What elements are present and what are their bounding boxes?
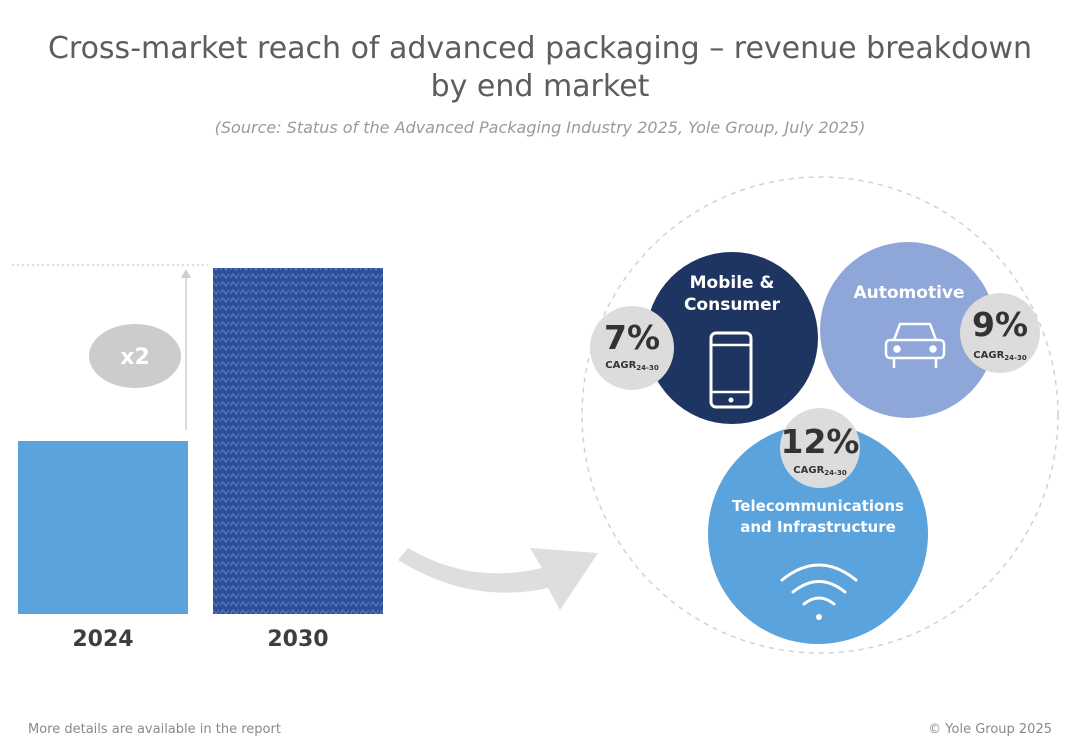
car-icon (884, 322, 946, 368)
cagr-badge-telecom (780, 408, 860, 488)
cagr-text-mobile: CAGR (605, 360, 636, 371)
chart-title-line2: by end market (430, 69, 650, 104)
bar-2030 (213, 268, 383, 614)
cagr-period-telecom: 24-30 (824, 469, 847, 477)
multiplier-label: x2 (120, 345, 150, 370)
transition-arrow (398, 548, 598, 610)
cagr-value-automotive: 9% (972, 305, 1028, 344)
cagr-text-automotive: CAGR (973, 350, 1004, 361)
market-boundary-circle (581, 176, 1059, 654)
bar-2024 (18, 441, 188, 614)
segment-automotive: Automotive 9% CAGR24-30 (820, 242, 1040, 418)
multiplier-badge (89, 324, 181, 388)
cagr-value-telecom: 12% (781, 422, 860, 461)
segment-circle-mobile (646, 252, 818, 424)
category-label-2024: 2024 (72, 627, 133, 652)
segment-mobile-consumer: Mobile & Consumer 7% CAGR24-30 (590, 252, 818, 424)
segment-name-telecom-line1: Telecommunications (732, 497, 904, 515)
cagr-period-automotive: 24-30 (1004, 354, 1027, 362)
smartphone-icon (709, 331, 753, 409)
segment-circle-telecom (708, 424, 928, 644)
cagr-badge-mobile (590, 306, 674, 390)
category-label-2030: 2030 (267, 627, 328, 652)
footer-copyright: © Yole Group 2025 (928, 722, 1052, 737)
segment-circle-automotive (820, 242, 996, 418)
cagr-value-mobile: 7% (604, 318, 660, 357)
segment-telecom: Telecommunications and Infrastructure 12… (708, 408, 928, 644)
segment-name-telecom-line2: and Infrastructure (740, 518, 896, 536)
chart-title: Cross-market reach of advanced packaging… (0, 30, 1080, 106)
cagr-badge-automotive (960, 293, 1040, 373)
cagr-label-mobile: CAGR24-30 (605, 360, 659, 372)
footer-note: More details are available in the report (28, 722, 281, 737)
cagr-label-telecom: CAGR24-30 (793, 465, 847, 477)
bar-group: x2 2024 2030 (12, 264, 383, 652)
segment-name-mobile-line2: Consumer (684, 295, 781, 315)
wifi-icon (780, 563, 858, 620)
chart-title-line1: Cross-market reach of advanced packaging… (47, 31, 1033, 66)
chart-subtitle: (Source: Status of the Advanced Packagin… (214, 118, 866, 137)
cagr-text-telecom: CAGR (793, 465, 824, 476)
cagr-label-automotive: CAGR24-30 (973, 350, 1027, 362)
segment-name-mobile-line1: Mobile & (690, 273, 775, 293)
segment-name-automotive: Automotive (853, 283, 964, 303)
growth-arrow-head (181, 269, 191, 278)
cagr-period-mobile: 24-30 (636, 364, 659, 372)
